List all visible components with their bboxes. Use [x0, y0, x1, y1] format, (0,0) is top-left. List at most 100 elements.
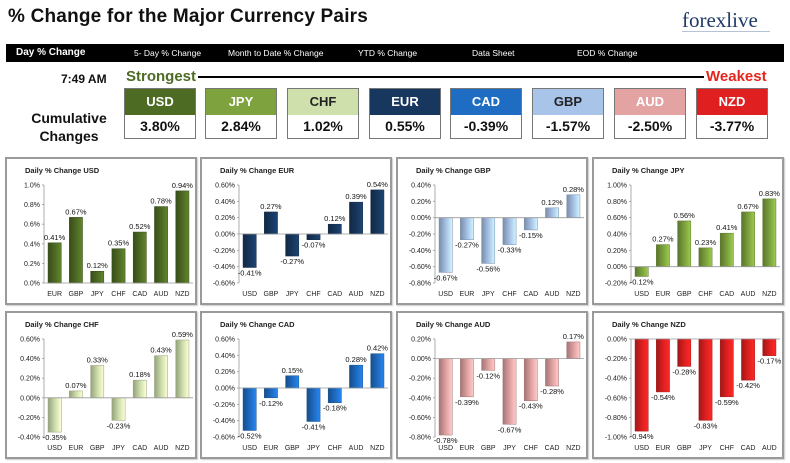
bar-usd	[438, 217, 453, 273]
tab-eod-change[interactable]: EOD % Change	[577, 48, 638, 58]
x-tick-label: NZD	[566, 445, 580, 452]
bar-usd	[438, 358, 453, 436]
bar-gbp	[677, 338, 692, 367]
data-label: -0.52%	[238, 431, 262, 440]
bar-jpy	[111, 397, 126, 421]
x-tick-label: JPY	[699, 445, 712, 452]
y-tick-label: 0.20%	[20, 376, 40, 383]
data-label: 0.12%	[541, 198, 563, 207]
currency-cumulative-value: -0.39%	[451, 115, 521, 138]
y-tick-label: -0.80%	[409, 435, 431, 442]
bar-usd	[242, 233, 257, 268]
y-tick-label: -0.40%	[409, 395, 431, 402]
x-tick-label: EUR	[656, 445, 671, 452]
bar-chart: Daily % Change EUR -0.60% -0.40% -0.20% 0.00…	[213, 166, 389, 298]
tab-month-to-date-change[interactable]: Month to Date % Change	[228, 48, 324, 58]
timestamp: 7:49 AM	[61, 72, 107, 86]
x-tick-label: CAD	[741, 445, 756, 452]
data-label: -0.28%	[540, 387, 564, 396]
x-tick-label: USD	[242, 291, 257, 298]
y-tick-label: 0.60%	[215, 183, 235, 190]
data-label: 0.28%	[563, 185, 585, 194]
bar-chart: Daily % Change CAD -0.60% -0.40% -0.20% 0.00…	[213, 320, 389, 452]
y-tick-label: -0.40%	[18, 435, 40, 442]
data-label: 0.27%	[260, 202, 282, 211]
bar-jpy	[502, 358, 517, 425]
y-tick-label: 0.40%	[215, 199, 235, 206]
bar-cad	[132, 231, 147, 284]
tab-data-sheet[interactable]: Data Sheet	[472, 48, 515, 58]
x-tick-label: USD	[47, 445, 62, 452]
currency-cumulative-value: -3.77%	[697, 115, 767, 138]
chart-title: Daily % Change CAD	[220, 320, 295, 329]
x-tick-label: AUD	[154, 291, 169, 298]
y-tick-label: 0.40%	[215, 353, 235, 360]
x-tick-label: JPY	[112, 445, 125, 452]
y-tick-label: -1.00%	[605, 435, 627, 442]
data-label: -0.67%	[434, 273, 458, 282]
chart-panel-nzd: Daily % Change NZD -1.00% -0.80% -0.60% -0.4…	[592, 311, 784, 459]
chart-title: Daily % Change GBP	[416, 166, 491, 175]
bar-eur	[264, 387, 278, 399]
y-tick-label: -0.20%	[213, 402, 235, 409]
data-label: 0.42%	[367, 344, 389, 353]
bar-cad	[741, 338, 755, 381]
bar-aud	[154, 206, 168, 284]
tab-ytd-change[interactable]: YTD % Change	[358, 48, 418, 58]
y-tick-label: 1.00%	[607, 183, 627, 190]
forexlive-logo[interactable]: forexlive	[664, 4, 782, 40]
chart-title: Daily % Change CHF	[25, 320, 99, 329]
data-label: -0.41%	[238, 268, 262, 277]
bar-chart: Daily % Change NZD -1.00% -0.80% -0.60% -0.4…	[605, 320, 782, 452]
data-label: -0.27%	[455, 241, 479, 250]
data-label: -0.27%	[280, 257, 304, 266]
bar-nzd	[566, 194, 581, 218]
y-tick-label: -0.60%	[409, 264, 431, 271]
currency-card-cad: CAD -0.39%	[450, 88, 522, 139]
data-label: -0.35%	[43, 433, 67, 442]
data-label: 0.28%	[345, 355, 367, 364]
data-label: 0.94%	[172, 181, 194, 190]
bar-cad	[327, 223, 342, 235]
data-label: 0.15%	[282, 366, 304, 375]
currency-code: AUD	[615, 89, 685, 115]
x-tick-label: NZD	[370, 291, 384, 298]
y-tick-label: 0.40%	[20, 356, 40, 363]
x-tick-label: AUD	[762, 445, 777, 452]
y-tick-label: 0.20%	[215, 369, 235, 376]
chart-panel-aud: Daily % Change AUD -0.80% -0.60% -0.40% -0.2…	[396, 311, 588, 459]
data-label: 0.35%	[108, 239, 130, 248]
data-label: -0.23%	[107, 421, 131, 430]
x-tick-label: CAD	[545, 445, 560, 452]
x-tick-label: CHF	[306, 291, 320, 298]
bar-usd	[634, 266, 649, 277]
x-tick-label: EUR	[460, 445, 475, 452]
data-label: 0.52%	[129, 222, 151, 231]
bar-chf	[111, 248, 126, 284]
bar-eur	[460, 358, 474, 398]
chart-title: Daily % Change AUD	[416, 320, 491, 329]
bar-usd	[47, 397, 62, 433]
x-tick-label: CHF	[502, 291, 516, 298]
y-tick-label: 0.20%	[411, 199, 431, 206]
bar-usd	[242, 387, 257, 431]
data-label: 0.56%	[674, 211, 696, 220]
x-tick-label: CHF	[524, 445, 538, 452]
tab-day-change[interactable]: Day % Change	[16, 47, 86, 58]
bar-cad	[132, 379, 147, 399]
bar-jpy	[306, 387, 321, 422]
data-label: -0.43%	[519, 402, 543, 411]
data-label: -0.41%	[302, 422, 326, 431]
bar-chf	[502, 217, 517, 245]
data-label: -0.39%	[455, 398, 479, 407]
bar-aud	[349, 201, 363, 235]
bar-eur	[47, 242, 62, 284]
x-tick-label: GBP	[264, 291, 279, 298]
page-title: % Change for the Major Currency Pairs	[8, 6, 369, 27]
tab-5-day-change[interactable]: 5- Day % Change	[134, 48, 202, 58]
x-tick-label: CHF	[698, 291, 712, 298]
bar-chf	[306, 233, 321, 240]
bar-chart: Daily % Change JPY -0.20% 0.00% 0.20% 0.40% 0…	[605, 166, 781, 298]
currency-card-chf: CHF 1.02%	[287, 88, 359, 139]
data-label: -0.59%	[715, 398, 739, 407]
